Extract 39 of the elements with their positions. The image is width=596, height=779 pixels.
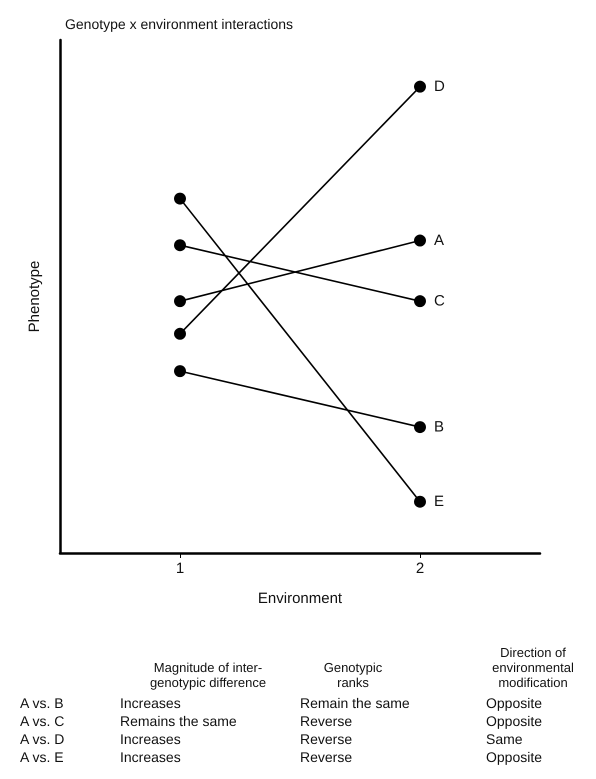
point [414, 421, 426, 434]
text: Direction of environmental modification [492, 645, 574, 690]
text: Opposite [486, 713, 542, 729]
series-label: E [434, 493, 444, 510]
text: A vs. B [20, 695, 64, 711]
text: Increases [120, 731, 181, 747]
series-label: B [434, 418, 444, 436]
x-tick-label: 1 [176, 560, 184, 577]
y-axis-title: Phenotype [26, 260, 43, 332]
text: Genotypic ranks [324, 660, 383, 690]
text: A vs. E [20, 749, 64, 765]
text: Remains the same [120, 713, 237, 729]
series-label: C [434, 292, 445, 310]
point [414, 80, 426, 93]
text: A vs. C [20, 713, 64, 729]
point [174, 295, 186, 308]
text: Magnitude of inter- genotypic difference [150, 660, 266, 690]
point [174, 192, 186, 205]
point [174, 328, 186, 340]
point [174, 365, 186, 378]
point [414, 295, 426, 308]
text: Reverse [300, 749, 352, 765]
x-axis-title: Environment [258, 590, 343, 607]
chart-title: Genotype x environment interactions [65, 16, 294, 32]
text: Increases [120, 695, 181, 711]
point [414, 496, 426, 508]
series-label: A [434, 232, 444, 250]
text: Opposite [486, 749, 542, 765]
series-label: D [434, 78, 445, 96]
text: Same [486, 731, 523, 747]
x-tick-label: 2 [416, 560, 424, 577]
text: Reverse [300, 713, 352, 729]
text: Remain the same [300, 695, 410, 711]
text: Opposite [486, 695, 542, 711]
text: Reverse [300, 731, 352, 747]
point [414, 234, 426, 247]
text: A vs. D [20, 731, 64, 747]
text: Increases [120, 749, 181, 765]
point [174, 239, 186, 252]
